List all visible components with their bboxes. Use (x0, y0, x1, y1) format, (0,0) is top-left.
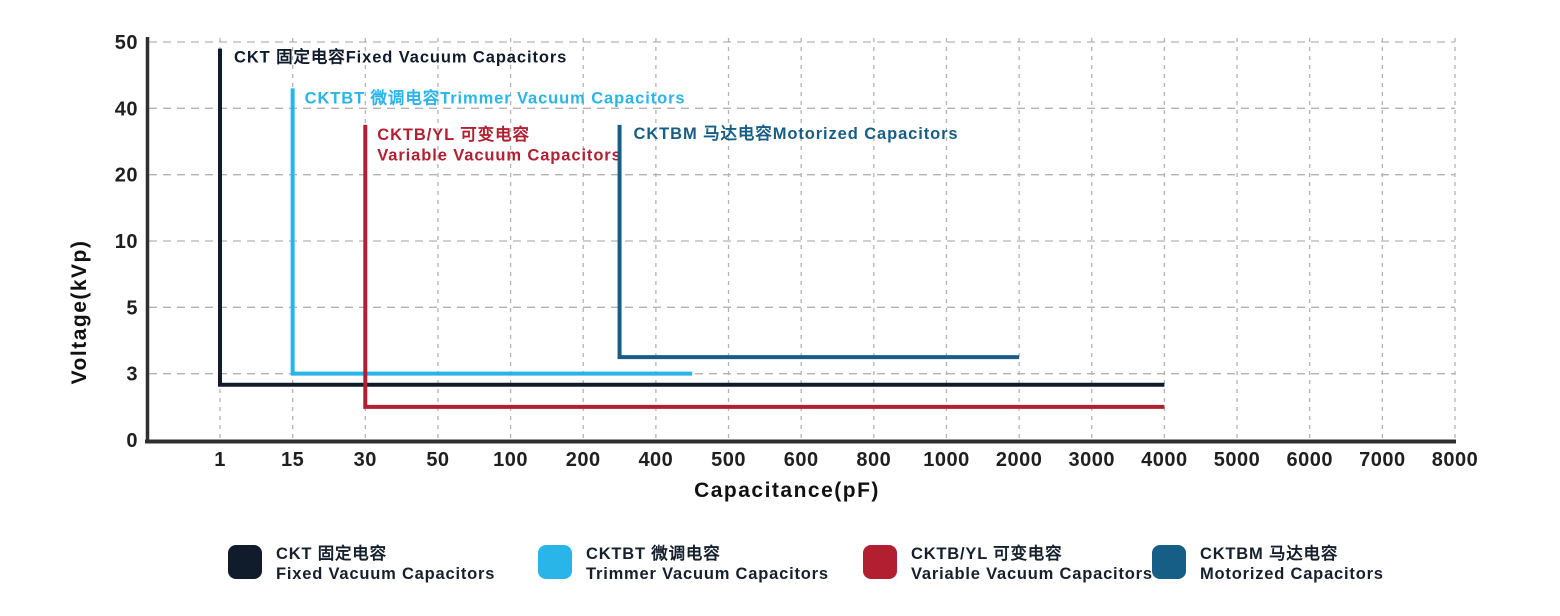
legend-item-cktbt: CKTBT 微调电容 Trimmer Vacuum Capacitors (538, 544, 829, 584)
legend-label-cktbm: CKTBM 马达电容 Motorized Capacitors (1200, 544, 1384, 584)
x-tick-label-400: 400 (638, 449, 673, 471)
y-tick-label-10: 10 (115, 231, 138, 253)
x-tick-label-200: 200 (566, 449, 601, 471)
y-tick-label-5: 5 (126, 297, 138, 319)
series-label-cktb-yl-line1: CKTB/YL 可变电容 (377, 124, 530, 144)
x-tick-label-500: 500 (711, 449, 746, 471)
x-tick-label-6000: 6000 (1286, 449, 1333, 471)
legend-label-line2: Fixed Vacuum Capacitors (276, 565, 496, 583)
legend-item-cktb-yl: CKTB/YL 可变电容 Variable Vacuum Capacitors (863, 544, 1153, 584)
legend-label-cktbt: CKTBT 微调电容 Trimmer Vacuum Capacitors (586, 544, 829, 584)
legend-item-cktbm: CKTBM 马达电容 Motorized Capacitors (1152, 544, 1384, 584)
series-line-ckt (218, 48, 1165, 387)
legend-swatch-cktbt (538, 545, 572, 579)
legend-label-line1: CKTBM 马达电容 (1200, 545, 1339, 563)
y-tick-label-50: 50 (115, 32, 138, 54)
x-tick-label-1: 1 (214, 449, 226, 471)
legend-label-line1: CKT 固定电容 (276, 545, 387, 563)
legend-swatch-cktbm (1152, 545, 1186, 579)
y-tick-label-3: 3 (126, 364, 138, 386)
series-line-cktbm (617, 124, 1020, 360)
legend-label-line2: Trimmer Vacuum Capacitors (586, 565, 829, 583)
capacitor-range-chart: 1 15 30 50 100 200 400 500 600 800 1000 2000 3000 400… (68, 32, 1479, 502)
x-tick-label-4000: 4000 (1141, 449, 1188, 471)
x-tick-label-1000: 1000 (923, 449, 970, 471)
y-axis-title: Voltage(kVp) (68, 240, 91, 385)
legend-label-line1: CKTB/YL 可变电容 (911, 545, 1063, 563)
legend-label-line2: Motorized Capacitors (1200, 565, 1384, 583)
series-line-cktbt (290, 88, 693, 376)
x-tick-label-30: 30 (354, 449, 377, 471)
series-label-ckt: CKT 固定电容Fixed Vacuum Capacitors (234, 47, 567, 67)
legend-label-line2: Variable Vacuum Capacitors (911, 565, 1153, 583)
y-tick-label-20: 20 (115, 165, 138, 187)
y-tick-label-0: 0 (126, 430, 138, 452)
legend-item-ckt: CKT 固定电容 Fixed Vacuum Capacitors (228, 544, 495, 584)
x-tick-label-3000: 3000 (1069, 449, 1116, 471)
x-axis-title: Capacitance(pF) (694, 479, 880, 502)
legend-swatch-ckt (228, 545, 262, 579)
x-tick-label-8000: 8000 (1432, 449, 1479, 471)
series-label-cktbt: CKTBT 微调电容Trimmer Vacuum Capacitors (305, 87, 686, 107)
series-label-cktbm: CKTBM 马达电容Motorized Capacitors (634, 123, 959, 143)
legend-label-cktb-yl: CKTB/YL 可变电容 Variable Vacuum Capacitors (911, 544, 1153, 584)
legend-swatch-cktb-yl (863, 545, 897, 579)
x-tick-label-50: 50 (426, 449, 449, 471)
x-tick-label-100: 100 (493, 449, 528, 471)
series-label-cktb-yl-line2: Variable Vacuum Capacitors (377, 146, 621, 164)
x-tick-label-2000: 2000 (996, 449, 1043, 471)
legend-label-line1: CKTBT 微调电容 (586, 545, 721, 563)
x-tick-label-15: 15 (281, 449, 304, 471)
series-line-cktb-yl (363, 124, 1165, 409)
x-tick-label-800: 800 (856, 449, 891, 471)
x-tick-label-5000: 5000 (1214, 449, 1261, 471)
x-tick-label-600: 600 (784, 449, 819, 471)
x-tick-label-7000: 7000 (1359, 449, 1406, 471)
legend-label-ckt: CKT 固定电容 Fixed Vacuum Capacitors (276, 544, 495, 584)
chart-legend: CKT 固定电容 Fixed Vacuum Capacitors CKTBT 微调电… (0, 538, 1560, 608)
y-tick-label-40: 40 (115, 98, 138, 120)
